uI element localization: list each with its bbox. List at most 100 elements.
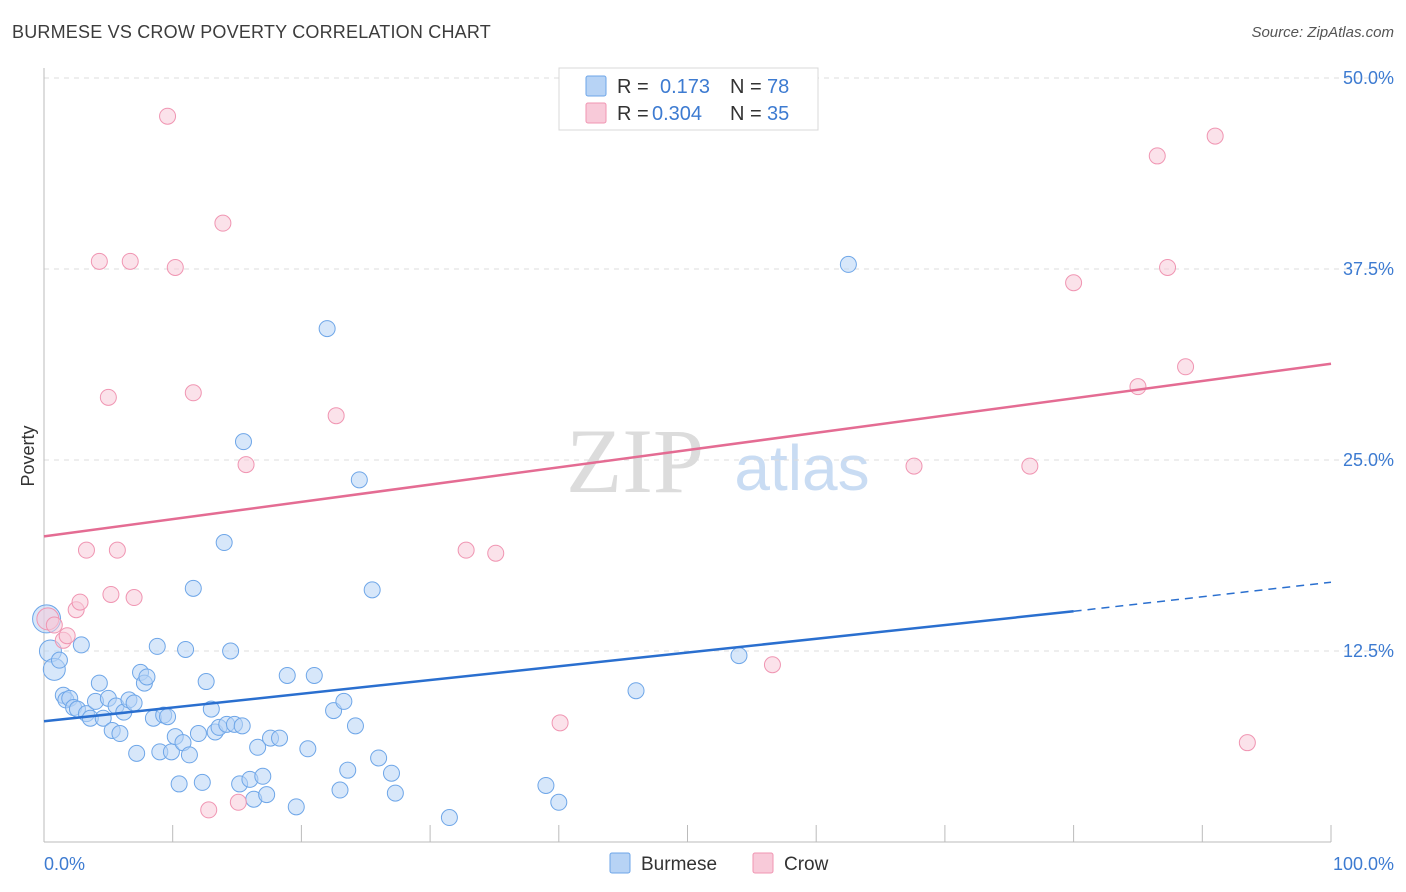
- series-crow: [36, 107, 1256, 819]
- data-point: [278, 666, 296, 684]
- data-point: [305, 666, 323, 684]
- data-point: [128, 744, 146, 762]
- y-tick-label: 37.5%: [1343, 259, 1394, 279]
- trendlines: [43, 362, 1332, 723]
- data-point: [99, 388, 117, 406]
- source-credit: Source: ZipAtlas.com: [1251, 24, 1394, 41]
- data-point: [189, 725, 207, 743]
- data-point: [551, 714, 569, 732]
- data-point: [457, 541, 475, 559]
- legend-r-label-crow: R =: [617, 103, 649, 125]
- data-point: [258, 786, 276, 804]
- data-point: [763, 656, 781, 674]
- data-point: [249, 738, 267, 756]
- data-point: [487, 544, 505, 562]
- bottom-legend-label-crow: Crow: [784, 854, 829, 875]
- data-point: [200, 801, 218, 819]
- data-point: [237, 456, 255, 474]
- data-point: [1129, 378, 1147, 396]
- data-point: [148, 637, 166, 655]
- data-point: [327, 407, 345, 425]
- legend-n-label-crow: N =: [730, 103, 762, 125]
- y-tick-labels: 12.5% 25.0% 37.5% 50.0%: [1343, 68, 1394, 661]
- data-point: [90, 674, 108, 692]
- data-point: [905, 457, 923, 475]
- data-point: [318, 320, 336, 338]
- series-legend: Burmese Crow: [609, 852, 829, 875]
- data-point: [111, 725, 129, 743]
- data-point: [90, 252, 108, 270]
- data-point: [184, 384, 202, 402]
- data-point: [197, 673, 215, 691]
- data-point: [125, 694, 143, 712]
- y-tick-label: 25.0%: [1343, 450, 1394, 470]
- watermark: ZIP atlas: [566, 410, 870, 512]
- data-point: [382, 764, 400, 782]
- data-point: [121, 252, 139, 270]
- data-point: [254, 767, 272, 785]
- y-axis-label: Poverty: [18, 425, 38, 486]
- legend-r-value-crow: 0.304: [652, 103, 702, 125]
- data-point: [331, 781, 349, 799]
- trendline-burmese-extension: [1073, 581, 1332, 613]
- data-point: [193, 773, 211, 791]
- data-point: [177, 640, 195, 658]
- data-point: [166, 258, 184, 276]
- data-point: [214, 214, 232, 232]
- bottom-legend-label-burmese: Burmese: [641, 854, 717, 875]
- data-point: [1238, 734, 1256, 752]
- legend-n-value-burmese: 78: [767, 76, 789, 98]
- legend-swatch-crow: [585, 102, 607, 124]
- y-tick-label: 12.5%: [1343, 641, 1394, 661]
- legend-swatch-burmese: [585, 75, 607, 97]
- data-point: [58, 627, 76, 645]
- x-tick-label-max: 100.0%: [1333, 854, 1394, 874]
- data-point: [1148, 147, 1166, 165]
- data-point: [363, 581, 381, 599]
- series-burmese: [32, 255, 857, 827]
- data-point: [222, 642, 240, 660]
- data-point: [627, 682, 645, 700]
- data-point: [184, 579, 202, 597]
- data-point: [215, 534, 233, 552]
- data-point: [170, 775, 188, 793]
- data-point: [730, 647, 748, 665]
- data-point: [77, 541, 95, 559]
- data-point: [233, 717, 251, 735]
- data-point: [45, 616, 63, 634]
- watermark-zip: ZIP: [566, 410, 704, 512]
- data-point: [287, 798, 305, 816]
- legend-n-value-crow: 35: [767, 103, 789, 125]
- stats-legend: R = 0.173 N = 78 R = 0.304 N = 35: [558, 67, 819, 131]
- data-point: [370, 749, 388, 767]
- data-point: [1177, 358, 1195, 376]
- data-point: [159, 107, 177, 125]
- trendline-burmese: [43, 610, 1074, 723]
- data-point: [1206, 127, 1224, 145]
- data-point: [102, 585, 120, 603]
- data-point: [234, 433, 252, 451]
- data-point: [335, 692, 353, 710]
- legend-r-label-burmese: R =: [617, 76, 649, 98]
- data-point: [339, 761, 357, 779]
- x-ticks: [172, 825, 1332, 842]
- data-point: [72, 636, 90, 654]
- data-point: [839, 255, 857, 273]
- data-point: [108, 541, 126, 559]
- bottom-legend-swatch-burmese: [609, 852, 631, 874]
- data-point: [440, 809, 458, 827]
- data-point: [537, 776, 555, 794]
- data-point: [50, 651, 68, 669]
- chart-title: BURMESE VS CROW POVERTY CORRELATION CHAR…: [12, 22, 491, 42]
- legend-n-label-burmese: N =: [730, 76, 762, 98]
- data-point: [180, 746, 198, 764]
- data-point: [346, 717, 364, 735]
- x-tick-label-min: 0.0%: [44, 854, 85, 874]
- y-tick-label: 50.0%: [1343, 68, 1394, 88]
- data-point: [138, 668, 156, 686]
- data-point: [125, 589, 143, 607]
- data-point: [271, 729, 289, 747]
- data-point: [350, 471, 368, 489]
- data-point: [1065, 274, 1083, 292]
